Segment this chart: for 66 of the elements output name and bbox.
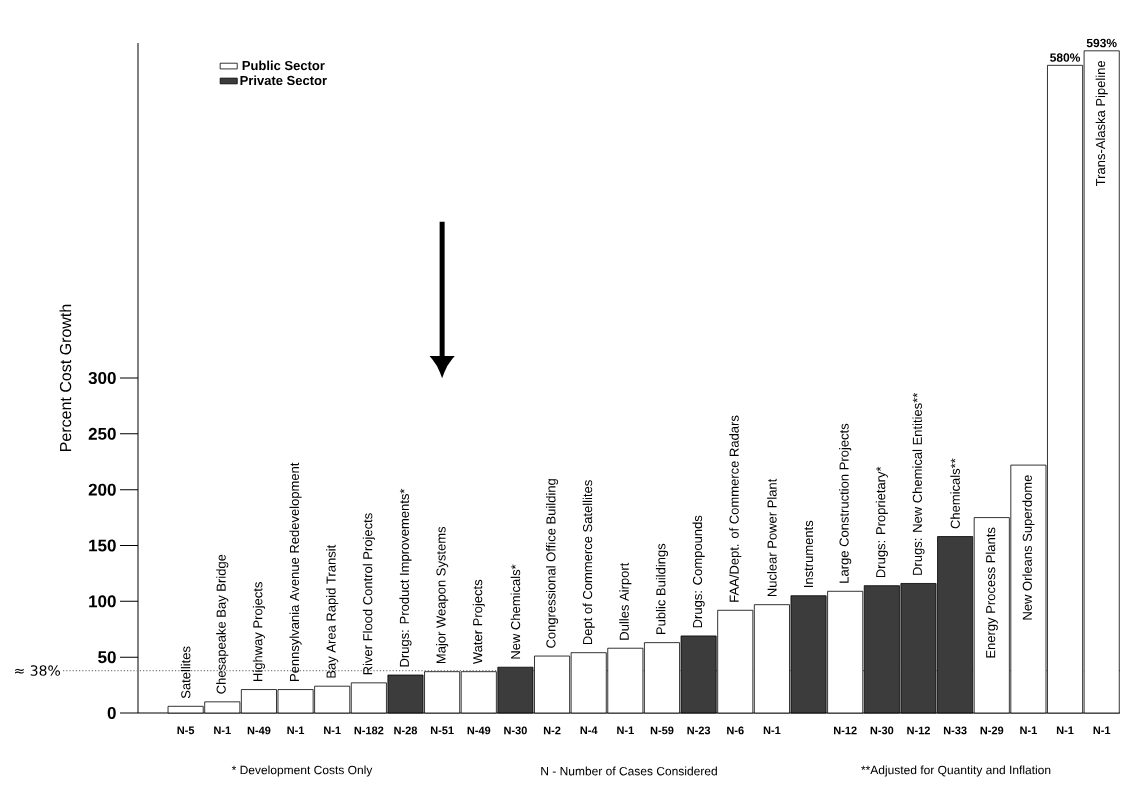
y-tick-label: 200: [88, 483, 116, 496]
x-tick-label: Public Buildings: [655, 543, 669, 635]
text: * Development Costs Only: [231, 765, 373, 777]
annotation: N-23: [687, 726, 711, 735]
x-tick-label: Congressional Office Building: [545, 479, 559, 648]
text: N - Number of Cases Considered: [541, 766, 717, 776]
x-tick-label: Nuclear Power Plant: [767, 478, 777, 597]
x-tick-label: Major Weapon Systems: [436, 526, 449, 664]
x-tick-label: Satellites: [180, 646, 191, 699]
annotation: N-12: [834, 726, 857, 735]
y-axis-title: Percent Cost Growth: [59, 304, 72, 451]
annotation: N-49: [467, 726, 491, 735]
annotation: N-33: [943, 726, 967, 735]
annotation: N-1: [763, 726, 781, 735]
annotation: N-1: [1020, 726, 1037, 735]
annotation: N-6: [727, 726, 744, 735]
annotation: N-12: [907, 726, 930, 735]
ref-line-label: ≈ 38%: [14, 665, 61, 676]
x-tick-label: New Chemicals*: [510, 564, 521, 659]
y-tick-label: 150: [89, 539, 116, 552]
x-tick-label: Highway Projects: [252, 582, 265, 681]
annotation: N-2: [543, 726, 561, 735]
annotation: N-30: [504, 726, 527, 735]
y-tick-label: 100: [89, 595, 116, 608]
x-tick-label: Drugs: Compounds: [692, 515, 705, 628]
annotation: N-51: [430, 726, 454, 735]
text: **Adjusted for Quantity and Inflation: [861, 765, 1051, 777]
x-tick-label: Chesapeake Bay Bridge: [216, 554, 229, 694]
annotation: N-1: [214, 726, 231, 735]
x-tick-label: Drugs: Proprietary*: [875, 466, 888, 578]
x-tick-label: Instruments: [804, 520, 814, 588]
x-tick-label: Chemicals**: [950, 458, 960, 529]
x-tick-label: Bay Area Rapid Transit: [326, 544, 339, 678]
annotation: N-1: [1093, 726, 1111, 735]
annotation: N-1: [617, 726, 634, 735]
legend-label: Private Sector: [240, 75, 327, 86]
annotation: N-29: [980, 726, 1004, 735]
y-tick-label: 50: [98, 651, 116, 664]
annotation: N-1: [1056, 726, 1074, 735]
x-tick-label: FAA/Dept. of Commerce Radars: [729, 415, 742, 602]
annotation: N-49: [247, 726, 271, 735]
x-tick-label: Drugs: Product Improvements*: [399, 488, 412, 667]
x-tick-label: Dept of Commerce Satellites: [582, 480, 595, 645]
annotation: N-1: [287, 726, 305, 735]
annotation: N-182: [354, 726, 384, 735]
legend-label: Public Sector: [242, 60, 325, 71]
annotation: N-28: [394, 726, 418, 735]
x-tick-label: Dulles Airport: [619, 562, 632, 640]
x-tick-label: Large Construction Projects: [839, 423, 852, 583]
annotation: N-59: [650, 726, 674, 735]
y-tick-label: 250: [88, 427, 116, 440]
x-tick-label: Drugs: New Chemical Entities**: [912, 392, 925, 575]
y-tick-label: 0: [107, 706, 116, 720]
data-label: 593%: [1086, 38, 1117, 48]
y-tick-label: 300: [88, 371, 116, 385]
x-tick-label: Trans-Alaska Pipeline: [1095, 60, 1108, 187]
data-label: 580%: [1050, 53, 1081, 62]
annotation: N-1: [324, 726, 341, 735]
x-tick-label: Pennsylvania Avenue Redevelopment: [289, 462, 302, 681]
annotation: N-4: [580, 726, 598, 735]
annotation: N-30: [870, 726, 894, 735]
x-tick-label: River Flood Control Projects: [362, 513, 375, 675]
x-tick-label: New Orleans Superdome: [1022, 475, 1035, 620]
annotation: N-5: [177, 726, 195, 735]
x-tick-label: Energy Process Plants: [985, 527, 998, 658]
x-tick-label: Water Projects: [472, 579, 485, 665]
